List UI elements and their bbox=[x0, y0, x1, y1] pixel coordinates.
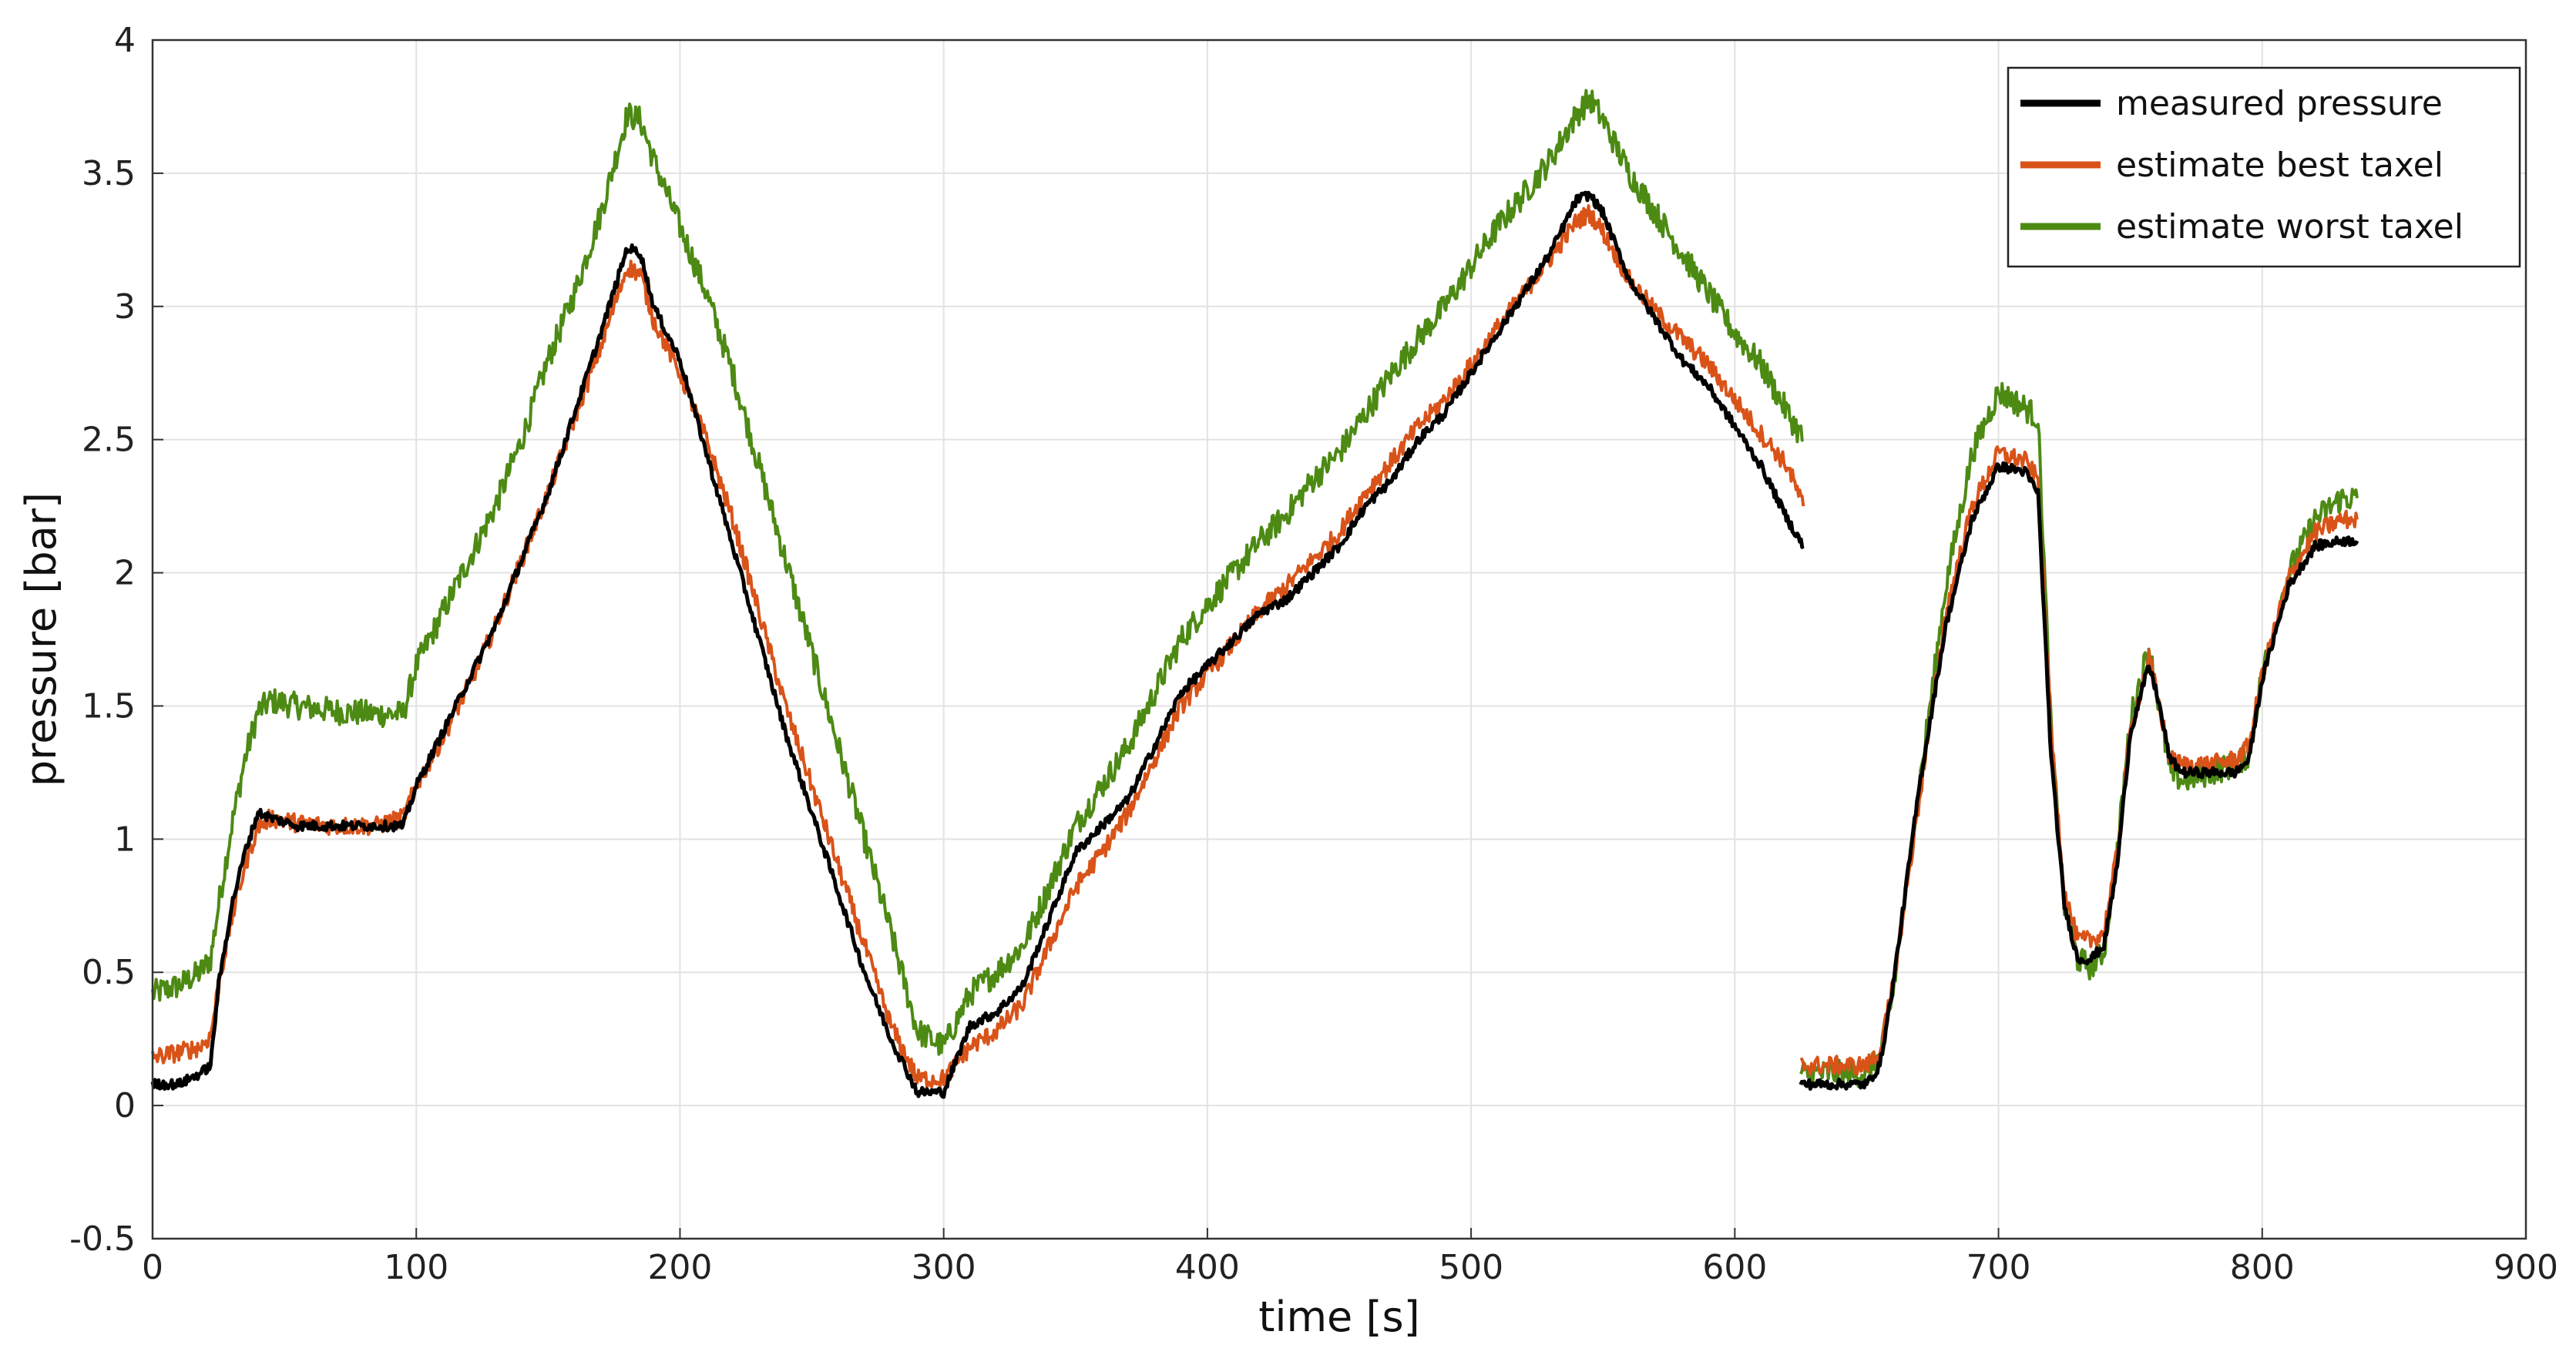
tick-labels: 0 100 200 300 400 500 600 700 800 900-0.500.511.5… bbox=[69, 21, 2558, 1287]
y-tick-label-2: 0.5 bbox=[82, 953, 136, 992]
series-line-measured-pressure-segment-1 bbox=[1798, 461, 2359, 1091]
y-tick-label-8: 3.5 bbox=[82, 154, 136, 193]
x-tick-label-8: 800 bbox=[2230, 1248, 2295, 1287]
x-tick-label-4: 400 bbox=[1175, 1248, 1240, 1287]
y-tick-label-7: 3 bbox=[114, 287, 136, 327]
series-layer bbox=[150, 89, 2359, 1099]
x-axis-label: time [s] bbox=[1258, 1293, 1419, 1341]
x-tick-label-7: 700 bbox=[1966, 1248, 2031, 1287]
x-tick-label-9: 900 bbox=[2494, 1248, 2558, 1287]
legend: measured pressure estimate best taxel esti… bbox=[2007, 66, 2521, 268]
y-tick-label-0: -0.5 bbox=[69, 1219, 136, 1259]
x-tick-label-2: 200 bbox=[647, 1248, 712, 1287]
y-tick-label-1: 0 bbox=[114, 1086, 136, 1125]
x-tick-label-3: 300 bbox=[912, 1248, 976, 1287]
plot-frame bbox=[151, 39, 2527, 1240]
series-line-measured-pressure-segment-0 bbox=[150, 190, 1805, 1099]
x-tick-label-6: 600 bbox=[1702, 1248, 1767, 1287]
y-tick-label-3: 1 bbox=[114, 820, 136, 859]
y-tick-label-5: 2 bbox=[114, 554, 136, 593]
legend-label-0: measured pressure bbox=[2116, 84, 2443, 123]
x-tick-label-5: 500 bbox=[1439, 1248, 1503, 1287]
legend-label-2: estimate worst taxel bbox=[2116, 207, 2463, 247]
series-line-estimate-worst-taxel-segment-0 bbox=[151, 89, 1805, 1056]
x-tick-label-0: 0 bbox=[142, 1248, 163, 1287]
y-tick-label-9: 4 bbox=[114, 21, 136, 60]
y-axis-label: pressure [bar] bbox=[17, 492, 65, 787]
y-tick-label-6: 2.5 bbox=[82, 421, 136, 460]
legend-label-1: estimate best taxel bbox=[2116, 146, 2443, 185]
y-tick-label-4: 1.5 bbox=[82, 686, 136, 726]
x-tick-label-1: 100 bbox=[384, 1248, 448, 1287]
